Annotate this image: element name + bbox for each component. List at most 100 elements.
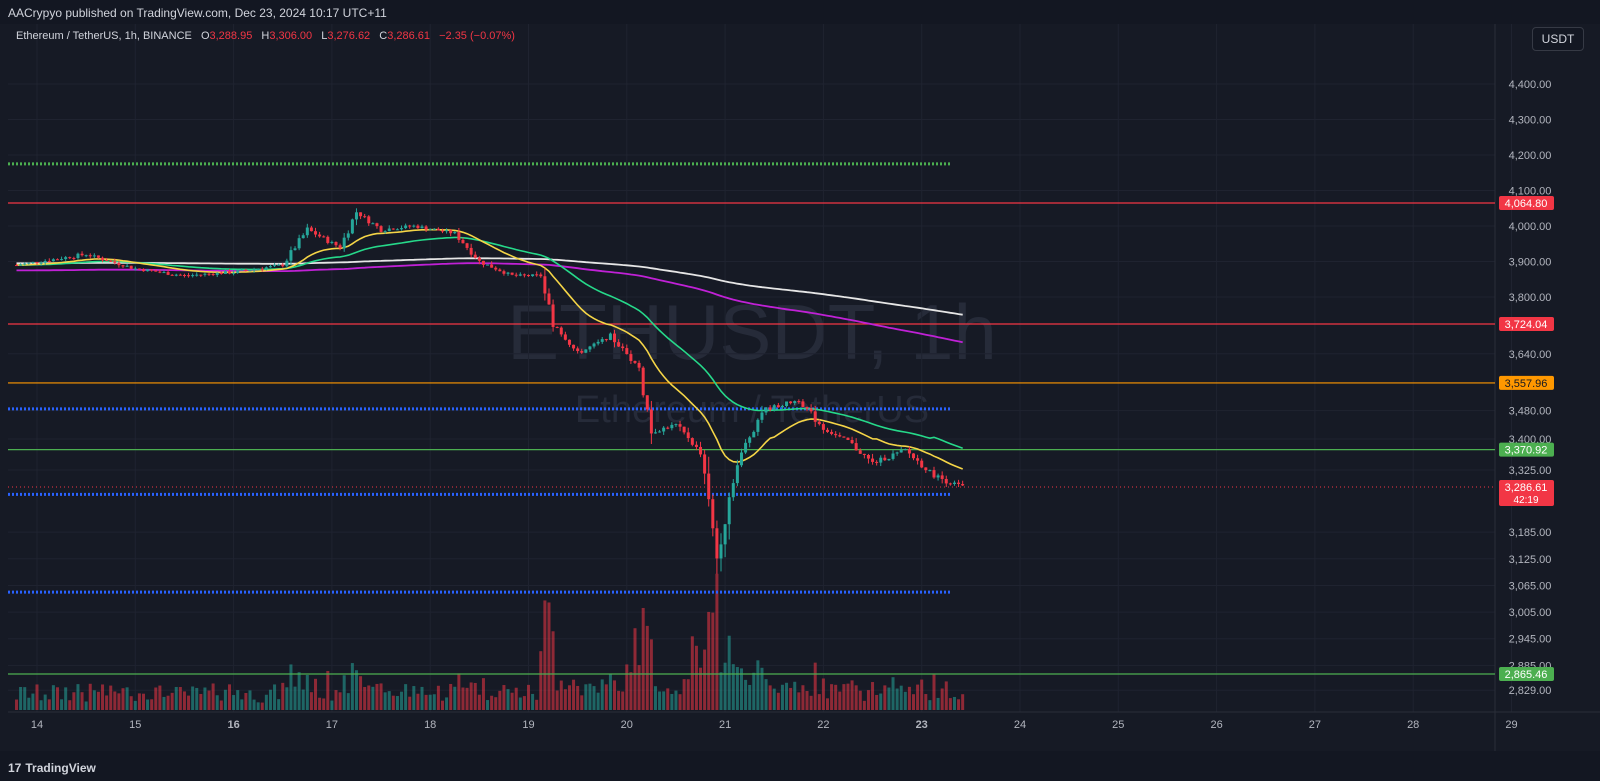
candle-body — [51, 259, 55, 262]
candle-body — [408, 225, 412, 227]
volume-bar — [834, 684, 838, 710]
candle-body — [907, 449, 911, 454]
volume-bar — [240, 699, 244, 710]
volume-bar — [932, 674, 936, 710]
volume-bar — [133, 700, 137, 710]
volume-bar — [641, 607, 645, 710]
candle-body — [191, 275, 195, 277]
candle-body — [326, 236, 330, 243]
volume-bar — [137, 693, 141, 710]
candle-body — [641, 367, 645, 396]
candle-body — [47, 260, 51, 262]
candle-body — [567, 339, 571, 345]
volume-bar — [535, 699, 539, 710]
candle-body — [23, 263, 27, 265]
candle-body — [555, 326, 559, 328]
volume-bar — [608, 673, 612, 710]
volume-bar — [113, 691, 117, 710]
volume-bar — [363, 687, 367, 710]
candle-body — [494, 267, 498, 270]
tradingview-logo-icon: 17 — [8, 761, 22, 775]
candle-body — [195, 274, 199, 276]
candle-body — [420, 226, 424, 229]
candle-body — [879, 457, 883, 463]
volume-bar — [289, 664, 293, 710]
time-axis-label: 25 — [1112, 719, 1124, 731]
volume-bar — [47, 699, 51, 710]
price-tag-label: 3,724.04 — [1505, 319, 1548, 331]
volume-bar — [674, 690, 678, 710]
price-axis[interactable]: 4,400.00 4,300.00 4,200.00 4,100.00 4,000.00… — [1509, 79, 1552, 697]
candle-body — [76, 253, 80, 259]
volume-bar — [121, 688, 125, 710]
price-axis-label: 4,200.00 — [1509, 150, 1552, 162]
candle-body — [875, 461, 879, 463]
candle-body — [309, 227, 313, 232]
volume-bar — [776, 692, 780, 710]
volume-bar — [572, 679, 576, 710]
volume-bar — [785, 682, 789, 710]
top-bar: AACrypyo published on TradingView.com, D… — [0, 0, 1600, 24]
candle-body — [330, 241, 334, 243]
volume-bar — [35, 684, 39, 710]
candle-body — [121, 265, 125, 267]
candle-body — [72, 257, 76, 259]
volume-bar — [527, 684, 530, 710]
candle-body — [699, 446, 703, 455]
time-axis-label: 27 — [1309, 719, 1321, 731]
volume-bar — [866, 690, 870, 710]
candle-body — [801, 401, 805, 407]
candle-body — [760, 412, 764, 420]
volume-bar — [141, 693, 145, 710]
candle-body — [379, 226, 383, 232]
candle-body — [731, 483, 735, 498]
volume-bar — [764, 679, 768, 710]
candle-body — [842, 436, 846, 438]
candle-body — [481, 260, 485, 265]
time-axis[interactable]: 14 15 16 17 18 19 20 21 22 23 24 25 26 27 28 29 — [31, 719, 1518, 731]
currency-button[interactable]: USDT — [1532, 27, 1584, 51]
tradingview-brand[interactable]: 17 TradingView — [8, 761, 96, 775]
candle-body — [154, 270, 158, 272]
candle-body — [436, 228, 440, 231]
volume-bar — [760, 667, 764, 710]
symbol-name[interactable]: Ethereum / TetherUS, 1h, BINANCE — [16, 30, 192, 42]
candle-body — [621, 346, 625, 349]
candle-body — [465, 243, 469, 248]
candle-body — [686, 432, 690, 439]
candle-body — [498, 269, 502, 272]
volume-bar — [531, 693, 535, 710]
candle-body — [219, 272, 223, 274]
candle-body — [920, 460, 924, 468]
volume-bar — [879, 693, 883, 710]
volume-bar — [613, 680, 617, 710]
candle-body — [469, 247, 473, 255]
volume-bar — [686, 679, 690, 710]
candle-body — [637, 362, 641, 368]
price-chart[interactable]: ETHUSDT, 1h Ethereum / TetherUS 4,400.00… — [0, 24, 1600, 751]
volume-bar — [420, 686, 424, 710]
volume-bar — [23, 687, 27, 710]
candle-body — [486, 264, 490, 266]
volume-bar — [395, 696, 399, 710]
volume-bar — [228, 684, 232, 710]
candle-body — [682, 426, 686, 433]
volume-bar — [154, 687, 158, 710]
volume-bar — [789, 687, 793, 710]
volume-bar — [19, 686, 23, 710]
volume-bar — [838, 691, 842, 710]
low-value: 3,276.62 — [327, 30, 371, 42]
candle-body — [576, 348, 580, 352]
candle-body — [936, 475, 940, 478]
candle-body — [748, 437, 752, 443]
candle-body — [158, 271, 162, 273]
volume-bar — [330, 700, 334, 710]
volume-bar — [871, 682, 875, 710]
candle-body — [334, 241, 338, 246]
volume-bar — [555, 690, 559, 710]
volume-bar — [182, 691, 186, 710]
volume-bar — [621, 691, 625, 710]
candle-body — [862, 453, 866, 455]
ma-white-line — [16, 257, 963, 316]
candle-body — [744, 442, 748, 453]
